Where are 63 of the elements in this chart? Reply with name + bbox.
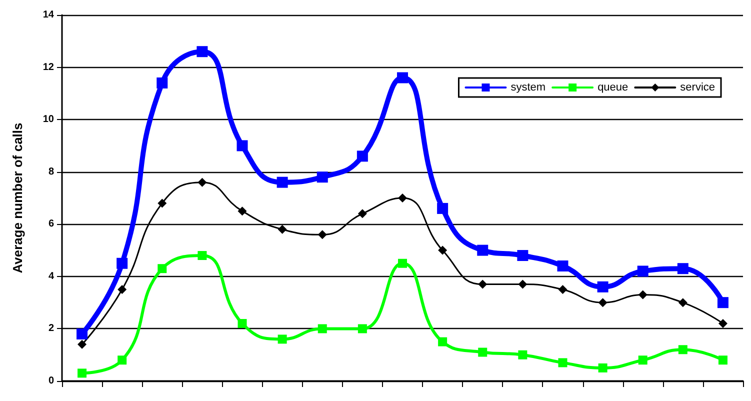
point <box>718 356 728 365</box>
point <box>118 356 127 365</box>
point <box>358 209 367 218</box>
point <box>156 77 168 88</box>
point <box>717 297 728 308</box>
point <box>238 318 247 328</box>
y-axis-title: Average number of calls <box>10 122 25 274</box>
legend-label: queue <box>598 82 628 94</box>
point <box>678 298 688 308</box>
point <box>718 318 728 328</box>
point <box>318 324 327 334</box>
point <box>158 198 167 208</box>
point <box>158 264 167 274</box>
y-tick-label: 14 <box>42 10 54 20</box>
y-tick-label: 0 <box>48 376 54 386</box>
point <box>398 258 407 268</box>
point <box>477 244 488 256</box>
y-tick-label: 12 <box>42 62 54 73</box>
point <box>236 140 248 152</box>
point <box>598 363 608 372</box>
point <box>356 150 368 162</box>
point <box>198 251 207 260</box>
point <box>517 250 528 262</box>
point <box>196 46 208 58</box>
point <box>278 224 287 234</box>
point <box>76 328 88 340</box>
point <box>116 258 128 269</box>
y-tick-label: 8 <box>48 166 54 178</box>
point <box>78 368 87 378</box>
point <box>478 348 488 357</box>
point <box>518 350 528 360</box>
point <box>358 324 367 334</box>
point <box>198 178 207 187</box>
legend-label: service <box>680 82 715 94</box>
point <box>438 246 448 255</box>
point <box>557 260 568 272</box>
point <box>78 340 87 349</box>
point <box>398 194 407 202</box>
point <box>118 285 127 294</box>
point <box>276 176 288 188</box>
point <box>238 206 247 216</box>
point <box>638 356 648 365</box>
point <box>518 280 528 289</box>
point <box>558 358 568 368</box>
point <box>637 266 648 277</box>
point <box>318 230 327 240</box>
legend-label: system <box>510 82 546 94</box>
point <box>316 172 328 183</box>
point <box>478 280 488 289</box>
y-tick-label: 2 <box>48 323 54 334</box>
point <box>678 345 688 354</box>
point <box>638 290 648 300</box>
y-tick-label: 10 <box>42 114 54 126</box>
point <box>598 298 608 308</box>
y-tick-label: 6 <box>48 218 54 230</box>
point <box>677 263 688 274</box>
point <box>558 285 568 294</box>
point <box>597 281 608 292</box>
point <box>438 337 448 346</box>
point <box>278 334 287 344</box>
point <box>397 72 408 84</box>
y-tick-label: 4 <box>48 270 54 282</box>
point <box>437 202 448 214</box>
